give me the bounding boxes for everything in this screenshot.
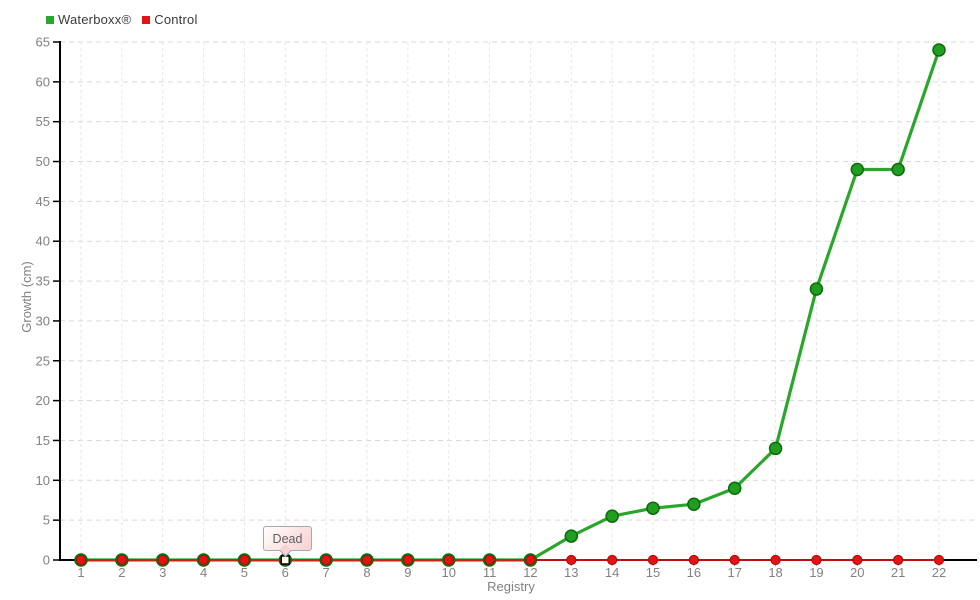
- control-point[interactable]: [402, 554, 413, 566]
- svg-text:21: 21: [891, 565, 905, 580]
- control-point[interactable]: [239, 554, 250, 566]
- svg-text:50: 50: [36, 154, 50, 169]
- svg-text:3: 3: [159, 565, 166, 580]
- waterboxx-series-line: [81, 49, 941, 562]
- x-axis-labels: 1 2 3 4 5 6 7 8 9 10 11 12 13 14 15 16 17 18 19 20 21 22: [77, 565, 946, 580]
- svg-text:40: 40: [36, 234, 50, 249]
- control-point[interactable]: [525, 554, 536, 566]
- legend-label-control: Control: [154, 12, 198, 27]
- legend-item-control[interactable]: Control: [142, 12, 197, 27]
- dead-tooltip-label: Dead: [272, 531, 303, 546]
- svg-text:10: 10: [36, 473, 50, 488]
- svg-text:5: 5: [241, 565, 248, 580]
- svg-text:7: 7: [323, 565, 330, 580]
- control-point[interactable]: [321, 554, 332, 566]
- waterboxx-point[interactable]: [850, 162, 865, 177]
- svg-text:11: 11: [483, 565, 497, 580]
- control-point[interactable]: [852, 554, 863, 566]
- svg-text:15: 15: [36, 433, 50, 448]
- svg-text:6: 6: [282, 565, 289, 580]
- control-swatch-icon: [142, 15, 151, 24]
- svg-text:1: 1: [77, 565, 84, 580]
- horizontal-gridlines: [60, 41, 977, 521]
- svg-text:22: 22: [932, 565, 946, 580]
- x-axis-title: Registry: [487, 579, 535, 594]
- svg-text:14: 14: [605, 565, 619, 580]
- control-point[interactable]: [607, 554, 618, 566]
- waterboxx-point[interactable]: [687, 497, 701, 511]
- svg-text:20: 20: [850, 565, 864, 580]
- waterboxx-point[interactable]: [564, 529, 579, 543]
- waterboxx-point[interactable]: [932, 43, 946, 57]
- axes: [59, 41, 977, 561]
- control-markers[interactable]: [75, 554, 945, 566]
- control-point[interactable]: [688, 554, 699, 566]
- control-point[interactable]: [647, 554, 659, 566]
- svg-text:4: 4: [200, 565, 207, 580]
- chart-legend: Waterboxx® Control: [46, 12, 198, 27]
- control-point[interactable]: [933, 554, 945, 566]
- svg-text:8: 8: [363, 565, 370, 580]
- svg-text:5: 5: [43, 513, 50, 528]
- waterboxx-point[interactable]: [727, 481, 742, 496]
- waterboxx-point[interactable]: [605, 509, 619, 523]
- waterboxx-point[interactable]: [646, 501, 660, 515]
- control-point[interactable]: [198, 554, 209, 566]
- svg-text:12: 12: [523, 565, 537, 580]
- waterboxx-markers[interactable]: [74, 43, 946, 567]
- svg-text:20: 20: [36, 393, 50, 408]
- svg-text:25: 25: [36, 353, 50, 368]
- legend-label-waterboxx: Waterboxx®: [58, 12, 132, 27]
- waterboxx-point[interactable]: [891, 162, 905, 177]
- dead-tooltip: Dead: [263, 526, 312, 557]
- control-point[interactable]: [770, 554, 781, 566]
- svg-text:9: 9: [404, 565, 411, 580]
- svg-text:18: 18: [768, 565, 782, 580]
- legend-item-waterboxx[interactable]: Waterboxx®: [46, 12, 131, 27]
- hovered-point-marker[interactable]: [280, 555, 291, 565]
- control-point[interactable]: [811, 554, 822, 566]
- control-point[interactable]: [484, 554, 495, 566]
- svg-text:16: 16: [687, 565, 701, 580]
- waterboxx-point[interactable]: [768, 441, 783, 456]
- vertical-gridlines: [80, 42, 940, 560]
- control-point[interactable]: [361, 554, 373, 566]
- control-point[interactable]: [893, 554, 904, 566]
- y-axis-ticks: [53, 41, 60, 561]
- svg-text:30: 30: [36, 313, 50, 328]
- svg-text:13: 13: [564, 565, 578, 580]
- waterboxx-point[interactable]: [809, 282, 824, 296]
- svg-text:60: 60: [36, 74, 50, 89]
- control-point[interactable]: [157, 554, 168, 566]
- y-axis-title: Growth (cm): [19, 261, 34, 333]
- control-point[interactable]: [116, 554, 127, 566]
- svg-text:45: 45: [36, 194, 50, 209]
- svg-text:17: 17: [727, 565, 741, 580]
- control-point[interactable]: [443, 554, 454, 566]
- svg-text:0: 0: [43, 553, 50, 568]
- svg-text:35: 35: [36, 274, 50, 289]
- control-point[interactable]: [75, 554, 87, 566]
- svg-text:15: 15: [646, 565, 660, 580]
- waterboxx-swatch-icon: [46, 15, 54, 24]
- svg-text:10: 10: [441, 565, 455, 580]
- svg-text:19: 19: [809, 565, 823, 580]
- y-axis-labels: 0 5 10 15 20 25 30 35 40 45 50 55 60 65: [36, 35, 50, 568]
- svg-text:2: 2: [118, 565, 125, 580]
- svg-text:65: 65: [36, 35, 50, 50]
- control-point[interactable]: [566, 554, 577, 566]
- svg-text:55: 55: [36, 114, 50, 129]
- control-point[interactable]: [729, 554, 740, 566]
